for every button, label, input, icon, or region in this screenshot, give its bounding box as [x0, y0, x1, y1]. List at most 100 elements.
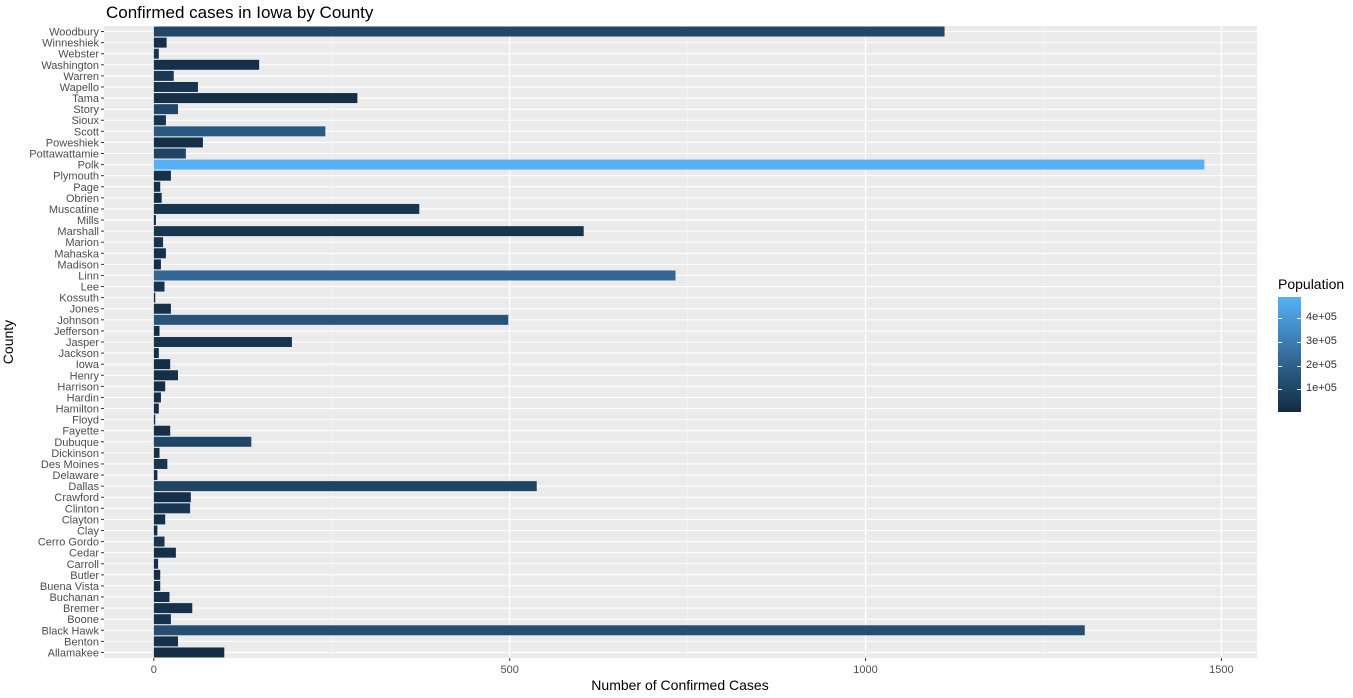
- bar-crawford: [153, 492, 191, 503]
- bar-butler: [153, 569, 161, 580]
- y-tick-label: Dallas: [68, 481, 99, 493]
- bar-harrison: [153, 381, 166, 392]
- y-tick-label: Linn: [78, 270, 99, 282]
- y-tick-label: Johnson: [57, 315, 99, 327]
- y-tick-label: Sioux: [71, 115, 99, 127]
- bar-carroll: [153, 558, 159, 569]
- y-tick-label: Marshall: [57, 226, 99, 238]
- y-tick-label: Fayette: [62, 426, 99, 438]
- bar-clayton: [153, 514, 166, 525]
- x-tick-label: 1000: [853, 664, 877, 676]
- bar-iowa: [153, 359, 171, 370]
- bar-obrien: [153, 192, 162, 203]
- y-tick-label: Delaware: [53, 470, 99, 482]
- bar-jackson: [153, 348, 159, 359]
- y-tick-label: Bremer: [63, 603, 99, 615]
- y-tick-label: Black Hawk: [42, 625, 100, 637]
- bar-delaware: [153, 470, 158, 481]
- bar-kossuth: [153, 292, 156, 303]
- bar-pottawattamie: [153, 148, 186, 159]
- bar-clay: [153, 525, 158, 536]
- y-tick-label: Wapello: [60, 82, 99, 94]
- y-tick-label: Polk: [78, 160, 100, 172]
- bar-clinton: [153, 503, 191, 514]
- bar-dickinson: [153, 447, 160, 458]
- x-tick-label: 1500: [1209, 664, 1233, 676]
- bar-dubuque: [153, 436, 252, 447]
- y-tick-label: Scott: [74, 126, 99, 138]
- bar-hardin: [153, 392, 161, 403]
- y-tick-label: Washington: [41, 60, 99, 72]
- bar-mahaska: [153, 248, 166, 259]
- bars: [153, 26, 1205, 658]
- bar-cerro-gordo: [153, 536, 165, 547]
- legend-tick-mark: [1278, 365, 1301, 367]
- bar-tama: [153, 93, 358, 104]
- chart-title: Confirmed cases in Iowa by County: [106, 3, 374, 22]
- legend-title: Population: [1278, 276, 1345, 292]
- bar-des-moines: [153, 458, 168, 469]
- bar-henry: [153, 370, 179, 381]
- y-tick-label: Dubuque: [54, 437, 99, 449]
- legend-tick-mark: [1278, 389, 1301, 391]
- bar-page: [153, 181, 161, 192]
- bar-fayette: [153, 425, 171, 436]
- y-tick-label: Mills: [77, 215, 99, 227]
- y-tick-label: Cedar: [69, 548, 99, 560]
- y-tick-label: Pottawattamie: [29, 149, 99, 161]
- y-tick-label: Jefferson: [54, 326, 99, 338]
- y-tick-label: Woodbury: [49, 27, 99, 39]
- bar-lee: [153, 281, 165, 292]
- y-tick-label: Floyd: [72, 415, 99, 427]
- x-tick-label: 0: [151, 664, 157, 676]
- y-tick-label: Benton: [64, 636, 99, 648]
- y-tick-label: Poweshiek: [46, 137, 100, 149]
- bar-bremer: [153, 603, 193, 614]
- bar-poweshiek: [153, 137, 203, 148]
- legend-tick-mark: [1278, 341, 1301, 343]
- y-tick-label: Marion: [65, 237, 99, 249]
- y-tick-label: Buena Vista: [40, 581, 100, 593]
- bar-benton: [153, 636, 179, 647]
- y-tick-label: Tama: [72, 93, 100, 105]
- y-tick-label: Winneshiek: [42, 38, 99, 50]
- bar-black-hawk: [153, 625, 1085, 636]
- y-tick-label: Muscatine: [49, 204, 99, 216]
- y-tick-label: Clayton: [62, 514, 99, 526]
- y-tick-label: Des Moines: [41, 459, 100, 471]
- legend-tick-label: 4e+05: [1306, 311, 1337, 324]
- bar-floyd: [153, 414, 156, 425]
- y-tick-label: Clinton: [65, 503, 99, 515]
- y-tick-label: Kossuth: [59, 293, 99, 305]
- bar-buchanan: [153, 592, 170, 603]
- bar-allamakee: [153, 647, 225, 658]
- y-tick-label: Buchanan: [49, 592, 99, 604]
- y-tick-label: Henry: [70, 370, 100, 382]
- y-tick-label: Jones: [70, 304, 100, 316]
- legend-colorbar: [1278, 297, 1301, 412]
- bar-mills: [153, 215, 156, 226]
- bar-jefferson: [153, 325, 160, 336]
- y-tick-label: Plymouth: [53, 171, 99, 183]
- y-axis-label: County: [0, 319, 16, 365]
- bar-washington: [153, 59, 260, 70]
- bar-wapello: [153, 81, 198, 92]
- legend: Population 1e+05 2e+05 3e+05 4e+05: [1278, 276, 1353, 416]
- bar-polk: [153, 159, 1205, 170]
- bar-buena-vista: [153, 580, 161, 591]
- y-tick-label: Cerro Gordo: [38, 537, 99, 549]
- y-tick-label: Iowa: [76, 359, 100, 371]
- y-tick-label: Jasper: [66, 337, 99, 349]
- y-tick-label: Clay: [77, 525, 100, 537]
- bar-marshall: [153, 226, 584, 237]
- bar-muscatine: [153, 203, 420, 214]
- y-tick-label: Carroll: [67, 559, 99, 571]
- y-tick-label: Page: [73, 182, 99, 194]
- y-tick-label: Mahaska: [54, 248, 100, 260]
- y-tick-label: Lee: [81, 282, 99, 294]
- y-tick-label: Butler: [70, 570, 99, 582]
- bar-sioux: [153, 115, 166, 126]
- y-tick-label: Hamilton: [56, 404, 99, 416]
- y-tick-label: Warren: [63, 71, 99, 83]
